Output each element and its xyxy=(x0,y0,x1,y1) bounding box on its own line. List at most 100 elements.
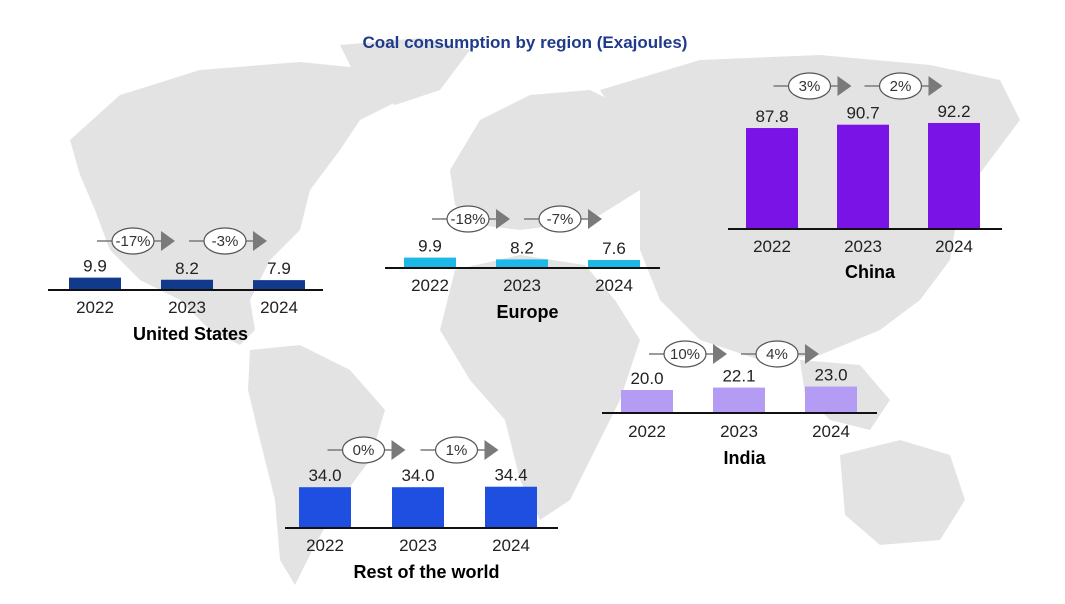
bar-china-2022 xyxy=(746,128,798,229)
bar-europe-2022 xyxy=(404,257,456,268)
change-circle xyxy=(878,72,923,100)
world-map-landmasses xyxy=(70,38,1020,585)
chart-title: Coal consumption by region (Exajoules) xyxy=(363,33,688,52)
bar-united-states-2023 xyxy=(161,279,213,290)
bar-rest-of-the-world-2023 xyxy=(392,487,444,528)
change-label-india-1: 10% xyxy=(670,346,700,363)
change-arrowhead xyxy=(391,440,406,460)
australia-landmass xyxy=(840,440,965,545)
region-group-europe: 9.9 2022 8.2 2023 7.6 2024 Europe -18% -7% xyxy=(385,205,660,322)
tick-label-europe-2023: 2023 xyxy=(503,276,541,295)
tick-label-china-2022: 2022 xyxy=(753,237,791,256)
change-label-united-states-2: -3% xyxy=(212,233,239,250)
change-circle xyxy=(341,436,386,464)
change-circle xyxy=(663,340,707,368)
change-arrow-rest-of-the-world-1: 0% xyxy=(327,436,406,464)
change-arrow-china-1: 3% xyxy=(773,72,852,100)
bar-rest-of-the-world-2022 xyxy=(299,487,351,528)
tick-label-united-states-2023: 2023 xyxy=(168,298,206,317)
value-label-united-states-2023: 8.2 xyxy=(175,259,199,278)
bar-united-states-2022 xyxy=(69,277,121,290)
south-america-landmass xyxy=(248,345,385,585)
change-arrowhead xyxy=(837,76,852,96)
region-label-united-states: United States xyxy=(133,324,248,344)
change-circle xyxy=(538,205,582,233)
bar-europe-2023 xyxy=(496,259,548,268)
bar-india-2023 xyxy=(713,387,765,413)
tick-label-india-2023: 2023 xyxy=(720,422,758,441)
change-arrowhead xyxy=(805,344,819,364)
change-label-china-2: 2% xyxy=(890,78,912,95)
value-label-china-2022: 87.8 xyxy=(755,107,788,126)
bar-europe-2024 xyxy=(588,260,640,268)
region-groups: 9.9 2022 8.2 2023 7.9 2024 United States -17% -3… xyxy=(48,72,1002,582)
change-arrow-united-states-1: -17% xyxy=(97,227,175,255)
change-arrowhead xyxy=(496,209,510,229)
change-arrow-europe-1: -18% xyxy=(432,205,510,233)
bar-rest-of-the-world-2024 xyxy=(485,486,537,528)
value-label-india-2022: 20.0 xyxy=(630,369,663,388)
value-label-china-2023: 90.7 xyxy=(846,104,879,123)
change-label-india-2: 4% xyxy=(766,346,788,363)
value-label-india-2023: 22.1 xyxy=(722,367,755,386)
change-circle xyxy=(755,340,799,368)
change-circle xyxy=(434,436,479,464)
change-arrowhead xyxy=(713,344,727,364)
tick-label-united-states-2022: 2022 xyxy=(76,298,114,317)
change-arrow-india-1: 10% xyxy=(649,340,727,368)
change-circle xyxy=(446,205,490,233)
region-group-india: 20.0 2022 22.1 2023 23.0 2024 India 10% 4% xyxy=(602,340,877,468)
bar-india-2024 xyxy=(805,386,857,413)
change-arrowhead xyxy=(484,440,499,460)
change-arrow-united-states-2: -3% xyxy=(189,227,267,255)
region-group-china: 87.8 2022 90.7 2023 92.2 2024 China 3% 2% xyxy=(728,72,1002,282)
change-arrowhead xyxy=(253,231,267,251)
asia-landmass xyxy=(600,55,1020,360)
value-label-rest-of-the-world-2022: 34.0 xyxy=(308,466,341,485)
bar-united-states-2024 xyxy=(253,280,305,290)
change-arrowhead xyxy=(928,76,943,96)
tick-label-rest-of-the-world-2024: 2024 xyxy=(492,536,530,555)
value-label-europe-2023: 8.2 xyxy=(510,238,534,257)
tick-label-europe-2022: 2022 xyxy=(411,276,449,295)
value-label-europe-2022: 9.9 xyxy=(418,237,442,256)
value-label-china-2024: 92.2 xyxy=(937,102,970,121)
value-label-rest-of-the-world-2023: 34.0 xyxy=(401,466,434,485)
change-label-rest-of-the-world-1: 0% xyxy=(353,442,375,459)
change-circle xyxy=(203,227,247,255)
change-arrow-india-2: 4% xyxy=(741,340,819,368)
value-label-united-states-2022: 9.9 xyxy=(83,257,107,276)
north-america-landmass xyxy=(70,62,400,345)
bar-china-2023 xyxy=(837,124,889,229)
value-label-rest-of-the-world-2024: 34.4 xyxy=(494,466,527,485)
greenland-landmass xyxy=(340,38,470,105)
europe-landmass xyxy=(450,90,650,230)
change-label-rest-of-the-world-2: 1% xyxy=(446,442,468,459)
change-arrowhead xyxy=(588,209,602,229)
change-label-europe-1: -18% xyxy=(450,211,485,228)
region-group-united-states: 9.9 2022 8.2 2023 7.9 2024 United States -17% -3… xyxy=(48,227,323,344)
change-arrow-rest-of-the-world-2: 1% xyxy=(420,436,499,464)
bar-china-2024 xyxy=(928,122,980,229)
tick-label-rest-of-the-world-2023: 2023 xyxy=(399,536,437,555)
change-circle xyxy=(111,227,155,255)
change-label-europe-2: -7% xyxy=(547,211,574,228)
change-label-china-1: 3% xyxy=(799,78,821,95)
tick-label-india-2022: 2022 xyxy=(628,422,666,441)
tick-label-china-2024: 2024 xyxy=(935,237,973,256)
region-label-europe: Europe xyxy=(496,302,558,322)
tick-label-india-2024: 2024 xyxy=(812,422,850,441)
change-arrowhead xyxy=(161,231,175,251)
value-label-europe-2024: 7.6 xyxy=(602,239,626,258)
tick-label-rest-of-the-world-2022: 2022 xyxy=(306,536,344,555)
africa-landmass xyxy=(440,255,640,520)
change-label-united-states-1: -17% xyxy=(115,233,150,250)
value-label-united-states-2024: 7.9 xyxy=(267,259,291,278)
region-group-rest-of-the-world: 34.0 2022 34.0 2023 34.4 2024 Rest of the worl… xyxy=(285,436,558,582)
value-label-india-2024: 23.0 xyxy=(814,366,847,385)
region-label-rest-of-the-world: Rest of the world xyxy=(353,562,499,582)
tick-label-china-2023: 2023 xyxy=(844,237,882,256)
region-label-china: China xyxy=(845,262,896,282)
